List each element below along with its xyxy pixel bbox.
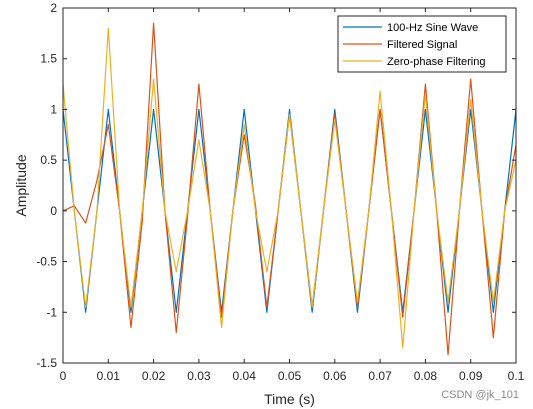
legend-entry: 100-Hz Sine Wave	[387, 22, 478, 34]
plot-area	[62, 22, 517, 356]
x-tick-label: 0.07	[368, 369, 392, 383]
y-tick-label: -1	[46, 305, 57, 319]
x-axis-label: Time (s)	[264, 391, 315, 407]
x-tick-label: 0.09	[459, 369, 483, 383]
y-tick-label: 2	[50, 1, 57, 15]
x-tick-label: 0.06	[323, 369, 347, 383]
y-axis-label: Amplitude	[13, 154, 29, 216]
y-tick-label: -1.5	[36, 356, 57, 370]
x-tick-label: 0	[60, 369, 67, 383]
y-tick-label: 0	[50, 204, 57, 218]
axes: 0 0.01 0.02 0.03 0.04 0.05 0.06 0.07 0.08 0.09 0.1…	[13, 1, 525, 407]
series-line-1	[62, 108, 517, 313]
y-tick-label: 0.5	[40, 153, 57, 167]
legend-entry: Zero-phase Filtering	[387, 56, 485, 68]
y-tick-label: 1.5	[40, 52, 57, 66]
legend: 100-Hz Sine Wave Filtered Signal Zero-phas…	[337, 15, 507, 73]
series-line-3	[62, 27, 517, 349]
x-tick-label: 0.1	[508, 369, 525, 383]
legend-entry: Filtered Signal	[387, 39, 457, 51]
x-tick-label: 0.02	[142, 369, 166, 383]
x-tick-label: 0.05	[278, 369, 302, 383]
y-tick-label: -0.5	[36, 255, 57, 269]
watermark: CSDN @jk_101	[441, 389, 519, 401]
x-tick-label: 0.01	[97, 369, 121, 383]
x-tick-label: 0.03	[187, 369, 211, 383]
x-tick-label: 0.08	[414, 369, 438, 383]
x-tick-label: 0.04	[233, 369, 257, 383]
y-tick-label: 1	[50, 102, 57, 116]
